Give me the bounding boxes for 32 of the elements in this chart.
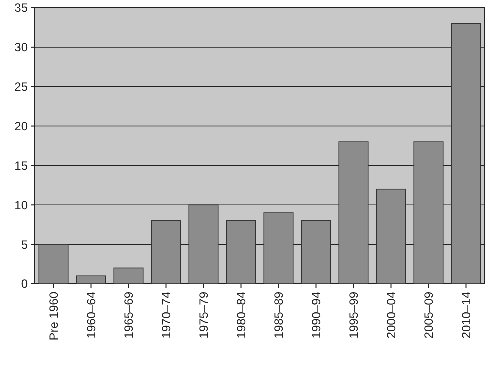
y-tick-label: 0 <box>21 277 28 292</box>
x-tick-label: 2005–09 <box>422 292 436 339</box>
x-tick-label: 1960–64 <box>84 292 98 339</box>
y-tick-label: 10 <box>14 198 28 212</box>
x-tick-label: 1965–69 <box>122 292 136 339</box>
x-tick-label: 1995–99 <box>346 292 361 339</box>
bar <box>264 212 294 284</box>
bar <box>451 23 482 284</box>
x-tick-label: 1970–74 <box>159 292 174 339</box>
bar <box>338 142 369 284</box>
y-tick-label: 25 <box>14 80 28 94</box>
bar <box>376 188 406 284</box>
bar <box>151 220 182 284</box>
y-tick-label: 5 <box>21 238 28 252</box>
y-tick-label: 30 <box>14 40 28 55</box>
bar <box>301 220 332 284</box>
x-tick-label: 2000–04 <box>384 292 398 339</box>
y-tick-label: 35 <box>14 1 28 16</box>
y-tick-label: 20 <box>14 119 28 134</box>
x-tick-label: 1975–79 <box>196 292 211 339</box>
bar <box>414 142 444 284</box>
bar <box>76 276 106 284</box>
x-tick-label: 1980–84 <box>234 292 248 339</box>
x-tick-label: 2010–14 <box>459 292 474 339</box>
x-tick-label: 1990–94 <box>309 292 324 339</box>
bar <box>114 268 144 284</box>
x-tick-label: Pre 1960 <box>46 292 61 341</box>
bar <box>38 244 69 284</box>
bar <box>226 220 256 284</box>
y-tick-label: 15 <box>14 158 28 173</box>
bar <box>188 204 219 284</box>
x-tick-label: 1985–89 <box>272 292 286 339</box>
